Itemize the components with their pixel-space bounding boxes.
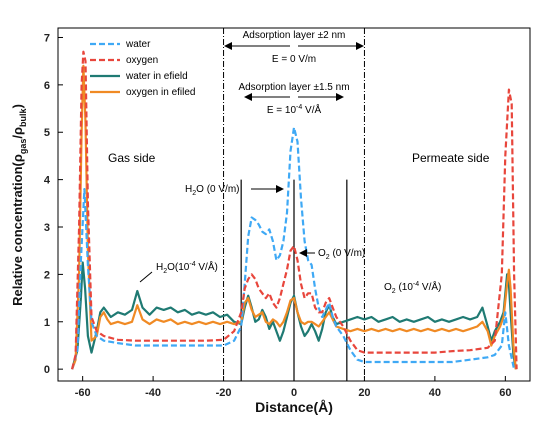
series-line-oxygen xyxy=(71,50,518,370)
y-tick-label: 1 xyxy=(44,317,50,329)
permeate-side-label: Permeate side xyxy=(412,151,490,165)
x-axis-title: Distance(Å) xyxy=(255,399,333,415)
legend-label-water: water xyxy=(125,39,151,50)
o2-0-label: O2 (0 V/m) xyxy=(318,248,365,261)
layer2-label: Adsorption layer ±2 nm xyxy=(243,30,346,41)
adsorption-annotations: Adsorption layer ±2 nm E = 0 V/m Adsorpt… xyxy=(108,30,490,295)
x-tick-label: -60 xyxy=(75,387,91,399)
series-line-oxygen-in-efiled xyxy=(71,64,517,370)
layer2-field: E = 0 V/m xyxy=(272,54,316,65)
y-axis-title: Relative concentration(ρgas/ρbulk) xyxy=(10,104,28,306)
series-line-water xyxy=(71,126,516,370)
x-tick-label: 20 xyxy=(358,387,370,399)
o2-efield-label: O2 (10-4 V/Å) xyxy=(384,280,441,295)
x-tick-label: -20 xyxy=(216,387,232,399)
x-tick-label: 0 xyxy=(291,387,297,399)
y-tick-label: 7 xyxy=(44,32,50,44)
series-lines xyxy=(71,50,518,370)
x-tick-label: 60 xyxy=(499,387,511,399)
h2o-0-label: H2O (0 V/m) xyxy=(185,184,239,197)
y-tick-label: 2 xyxy=(44,269,50,281)
y-tick-label: 5 xyxy=(44,127,50,139)
layer15-label: Adsorption layer ±1.5 nm xyxy=(238,82,349,93)
legend-label-oxygen: oxygen xyxy=(126,55,158,66)
y-tick-label: 3 xyxy=(44,222,50,234)
legend-label-water-efield: water in efield xyxy=(125,71,188,82)
legend: water oxygen water in efield oxygen in e… xyxy=(90,39,196,98)
h2o-efield-label: H2O(10-4 V/Å) xyxy=(156,260,218,275)
y-tick-label: 4 xyxy=(44,175,51,187)
gas-side-label: Gas side xyxy=(108,151,156,165)
h2o-efield-pointer xyxy=(139,271,153,283)
axis-ticks: -60 -40 -20 0 20 40 60 0 1 2 3 4 5 6 7 xyxy=(44,32,512,399)
layer15-field: E = 10-4 V/Å xyxy=(267,103,322,116)
x-tick-label: 40 xyxy=(429,387,441,399)
x-tick-label: -40 xyxy=(145,387,161,399)
legend-label-oxygen-efield: oxygen in efiled xyxy=(126,87,196,98)
y-tick-label: 6 xyxy=(44,80,50,92)
y-tick-label: 0 xyxy=(44,364,50,376)
